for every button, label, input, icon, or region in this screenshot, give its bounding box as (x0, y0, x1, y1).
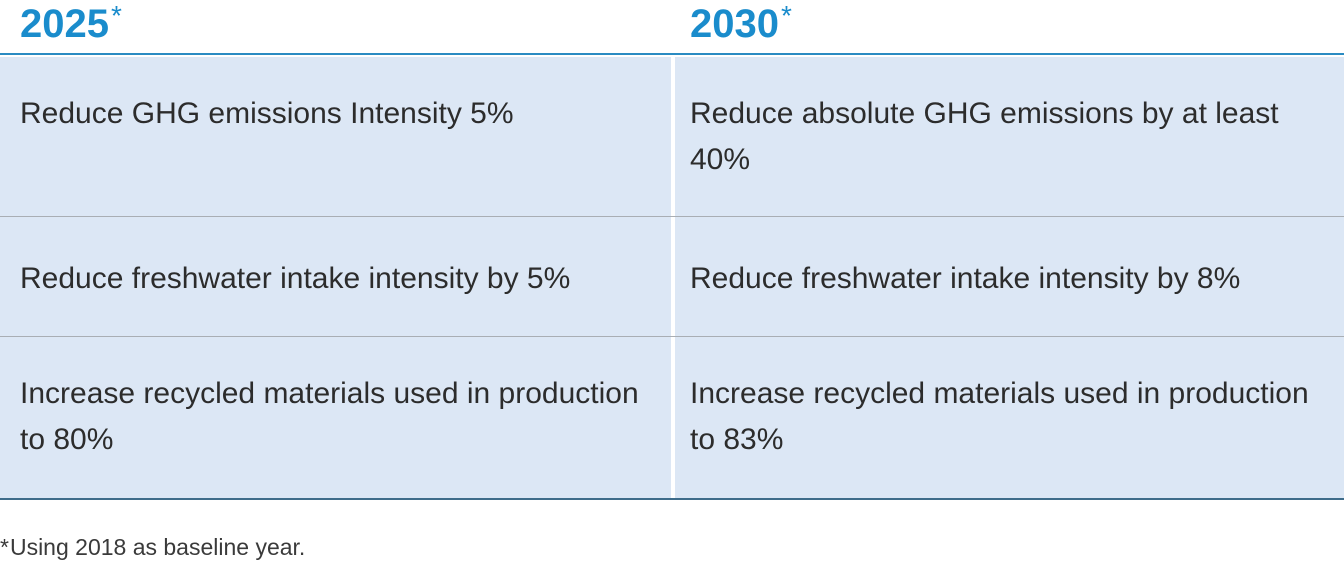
year-2030-heading: 2030* (690, 0, 792, 52)
goals-table: Reduce GHG emissions Intensity 5% Reduce… (0, 57, 1344, 498)
row-divider (0, 216, 1344, 217)
year-2025-heading: 2025* (20, 0, 122, 52)
goal-2030-recycled: Increase recycled materials used in prod… (690, 377, 1309, 456)
goal-2030-ghg: Reduce absolute GHG emissions by at leas… (690, 97, 1279, 176)
column-2025 (0, 57, 671, 498)
goal-2025-recycled: Increase recycled materials used in prod… (20, 377, 639, 456)
goal-2025-freshwater: Reduce freshwater intake intensity by 5% (20, 262, 571, 295)
table-header: 2025* 2030* (0, 0, 1344, 55)
footnote: *Using 2018 as baseline year. (0, 532, 305, 562)
column-2030 (675, 57, 1344, 498)
goal-2025-ghg: Reduce GHG emissions Intensity 5% (20, 97, 514, 130)
asterisk-icon: * (110, 0, 122, 31)
goal-2030-freshwater: Reduce freshwater intake intensity by 8% (690, 262, 1241, 295)
row-divider (0, 336, 1344, 337)
table-bottom-rule (0, 498, 1344, 500)
year-2030-label: 2030 (690, 2, 779, 46)
asterisk-icon: * (780, 0, 792, 31)
year-2025-label: 2025 (20, 2, 109, 46)
footnote-text: Using 2018 as baseline year. (9, 534, 306, 560)
footnote-asterisk: * (0, 534, 9, 560)
